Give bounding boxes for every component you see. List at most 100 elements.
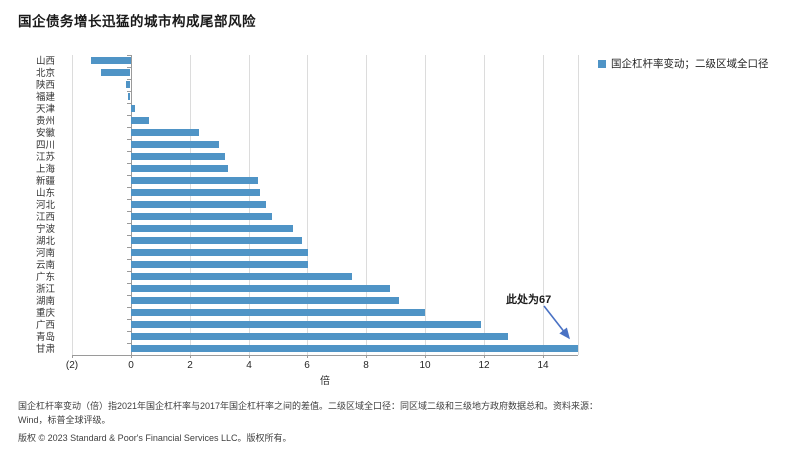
x-tick-label: 0 [128, 360, 134, 371]
bar [131, 261, 308, 268]
bar [128, 93, 130, 100]
x-tick-label: 6 [304, 360, 310, 371]
category-tick [127, 295, 131, 296]
category-label: 陕西 [35, 80, 55, 91]
footnote-line2: Wind，标普全球评级。 [18, 414, 111, 425]
chart-footnote: 国企杠杆率变动（倍）指2021年国企杠杆率与2017年国企杠杆率之间的差值。二级… [18, 400, 786, 428]
bar [131, 249, 308, 256]
category-label: 江西 [35, 212, 55, 223]
category-tick [127, 307, 131, 308]
bar [131, 273, 352, 280]
category-tick [127, 151, 131, 152]
x-tick-mark [366, 355, 367, 358]
category-tick [127, 139, 131, 140]
category-tick [127, 67, 131, 68]
gridline [366, 55, 367, 355]
category-label: 甘肃 [35, 344, 55, 355]
category-tick [127, 355, 131, 356]
category-tick [127, 283, 131, 284]
category-label: 云南 [35, 260, 55, 271]
category-tick [127, 343, 131, 344]
bar [131, 345, 578, 352]
category-label: 安徽 [35, 128, 55, 139]
category-tick [127, 235, 131, 236]
category-label: 河北 [35, 200, 55, 211]
category-label: 天津 [35, 104, 55, 115]
bar [131, 213, 272, 220]
plot-border [72, 55, 73, 355]
category-tick [127, 187, 131, 188]
gridline [484, 55, 485, 355]
gridline [543, 55, 544, 355]
x-tick-mark [72, 355, 73, 358]
category-label: 河南 [35, 248, 55, 259]
annotation-text: 此处为67 [506, 294, 552, 306]
bar [131, 105, 135, 112]
category-label: 福建 [35, 92, 55, 103]
category-label: 湖南 [35, 296, 55, 307]
category-tick [127, 223, 131, 224]
x-tick-label: 14 [537, 360, 549, 371]
category-tick [127, 259, 131, 260]
category-tick [127, 247, 131, 248]
bar [131, 297, 399, 304]
bar [131, 189, 260, 196]
bar [131, 309, 425, 316]
bar [131, 201, 266, 208]
plot-border [578, 55, 579, 355]
x-axis-title: 倍 [320, 376, 330, 387]
copyright-line: 版权 © 2023 Standard & Poor's Financial Se… [18, 433, 292, 443]
category-label: 宁波 [35, 224, 55, 235]
x-tick-mark [249, 355, 250, 358]
gridline [307, 55, 308, 355]
x-tick-label: 10 [419, 360, 431, 371]
x-tick-label: 8 [363, 360, 369, 371]
x-axis-line [72, 355, 578, 356]
category-tick [127, 127, 131, 128]
category-label: 湖北 [35, 236, 55, 247]
bar [131, 165, 228, 172]
category-label: 重庆 [35, 308, 55, 319]
category-tick [127, 55, 131, 56]
bar [131, 141, 219, 148]
x-tick-mark [484, 355, 485, 358]
bar [131, 153, 225, 160]
category-tick [127, 319, 131, 320]
annotation-arrow-icon [543, 305, 570, 340]
category-label: 山西 [35, 56, 55, 67]
legend-label: 国企杠杆率变动；二级区域全口径 [611, 58, 769, 70]
category-tick [127, 91, 131, 92]
gridline [425, 55, 426, 355]
category-label: 贵州 [35, 116, 55, 127]
category-tick [127, 175, 131, 176]
legend: 国企杠杆率变动；二级区域全口径 [598, 56, 769, 71]
x-tick-mark [307, 355, 308, 358]
category-label: 北京 [35, 68, 55, 79]
bar [131, 129, 199, 136]
bar [131, 237, 302, 244]
x-tick-label: 2 [187, 360, 193, 371]
bar [101, 69, 130, 76]
x-tick-mark [425, 355, 426, 358]
x-tick-mark [190, 355, 191, 358]
category-label: 江苏 [35, 152, 55, 163]
x-tick-mark [131, 355, 132, 358]
category-tick [127, 271, 131, 272]
x-tick-label: 12 [478, 360, 490, 371]
x-tick-mark [543, 355, 544, 358]
bar [126, 81, 130, 88]
bar [131, 333, 508, 340]
category-label: 广东 [35, 272, 55, 283]
bar [131, 285, 390, 292]
category-label: 新疆 [35, 176, 55, 187]
bar [91, 57, 131, 64]
bar [131, 321, 481, 328]
category-label: 浙江 [35, 284, 55, 295]
legend-swatch-icon [598, 59, 606, 68]
category-tick [127, 103, 131, 104]
category-tick [127, 211, 131, 212]
category-tick [127, 331, 131, 332]
bar [131, 117, 149, 124]
